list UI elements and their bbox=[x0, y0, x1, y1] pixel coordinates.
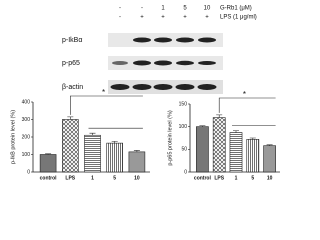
y-tick-label: 100 bbox=[179, 124, 188, 130]
treatment-label: LPS (1 μg/ml) bbox=[220, 15, 257, 21]
x-tick-label: 10 bbox=[134, 175, 140, 181]
error-bar bbox=[216, 114, 223, 118]
significance-mark: * bbox=[243, 90, 246, 99]
blot-image bbox=[108, 33, 223, 94]
error-bar bbox=[249, 137, 256, 140]
y-tick-label: 0 bbox=[184, 169, 187, 175]
figure: - -1 5 10 G-Rb1 (μM)- + + + + LPS (1 μg/ml)p-IkBα… bbox=[10, 6, 280, 181]
treatment-sign: - bbox=[119, 6, 121, 12]
x-tick-label: 1 bbox=[235, 175, 238, 181]
y-tick-label: 200 bbox=[22, 134, 31, 140]
significance-bracket bbox=[218, 97, 276, 113]
treatment-sign: + bbox=[183, 15, 187, 21]
x-tick-label: LPS bbox=[214, 175, 224, 181]
y-tick-label: 300 bbox=[22, 117, 31, 123]
x-tick-label: 5 bbox=[113, 175, 116, 181]
treatment-sign: - bbox=[141, 6, 143, 12]
error-bar bbox=[199, 125, 206, 127]
blot-row-label: p-IkBα bbox=[62, 37, 82, 44]
treatment-sign: + bbox=[140, 15, 144, 21]
x-tick-label: 10 bbox=[267, 175, 273, 181]
significance-bracket bbox=[70, 95, 143, 115]
y-tick-label: 50 bbox=[181, 147, 187, 153]
error-bar bbox=[133, 150, 140, 152]
y-tick-label: 150 bbox=[179, 101, 188, 107]
bar bbox=[212, 117, 226, 173]
x-tick-label: LPS bbox=[65, 175, 75, 181]
bar bbox=[84, 134, 101, 173]
bar bbox=[229, 132, 243, 173]
bar bbox=[246, 139, 260, 173]
bar bbox=[106, 142, 123, 173]
treatment-sign: + bbox=[161, 15, 165, 21]
blot-row-label: β-actin bbox=[62, 84, 83, 91]
blot-row-label: p-p65 bbox=[62, 60, 80, 67]
bar bbox=[128, 151, 146, 173]
treatment-sign: 5 bbox=[183, 6, 187, 12]
error-bar bbox=[45, 153, 52, 155]
bar bbox=[263, 145, 276, 173]
error-bar bbox=[89, 132, 96, 136]
error-bar bbox=[67, 116, 74, 120]
error-bar bbox=[233, 130, 239, 133]
error-bar bbox=[266, 144, 273, 146]
significance-mark: * bbox=[102, 88, 105, 97]
treatment-sign: 1 bbox=[161, 6, 165, 12]
x-tick-label: control bbox=[40, 175, 58, 181]
x-tick-label: 5 bbox=[251, 175, 254, 181]
x-tick-label: control bbox=[194, 175, 212, 181]
y-tick-label: 100 bbox=[22, 152, 31, 158]
x-tick-label: 1 bbox=[91, 175, 94, 181]
treatment-sign: + bbox=[205, 15, 209, 21]
error-bar bbox=[111, 141, 118, 144]
bar bbox=[196, 126, 209, 173]
treatment-sign: 10 bbox=[204, 6, 211, 12]
treatment-label: G-Rb1 (μM) bbox=[220, 6, 252, 12]
bar bbox=[39, 154, 57, 173]
y-axis-label: p-IkB protein level (%) bbox=[10, 110, 16, 164]
y-tick-label: 400 bbox=[22, 99, 31, 105]
bar bbox=[62, 119, 79, 173]
treatment-sign: - bbox=[119, 15, 121, 21]
y-tick-label: 0 bbox=[27, 169, 30, 175]
y-axis-label: p-p65 protein level (%) bbox=[167, 110, 173, 166]
